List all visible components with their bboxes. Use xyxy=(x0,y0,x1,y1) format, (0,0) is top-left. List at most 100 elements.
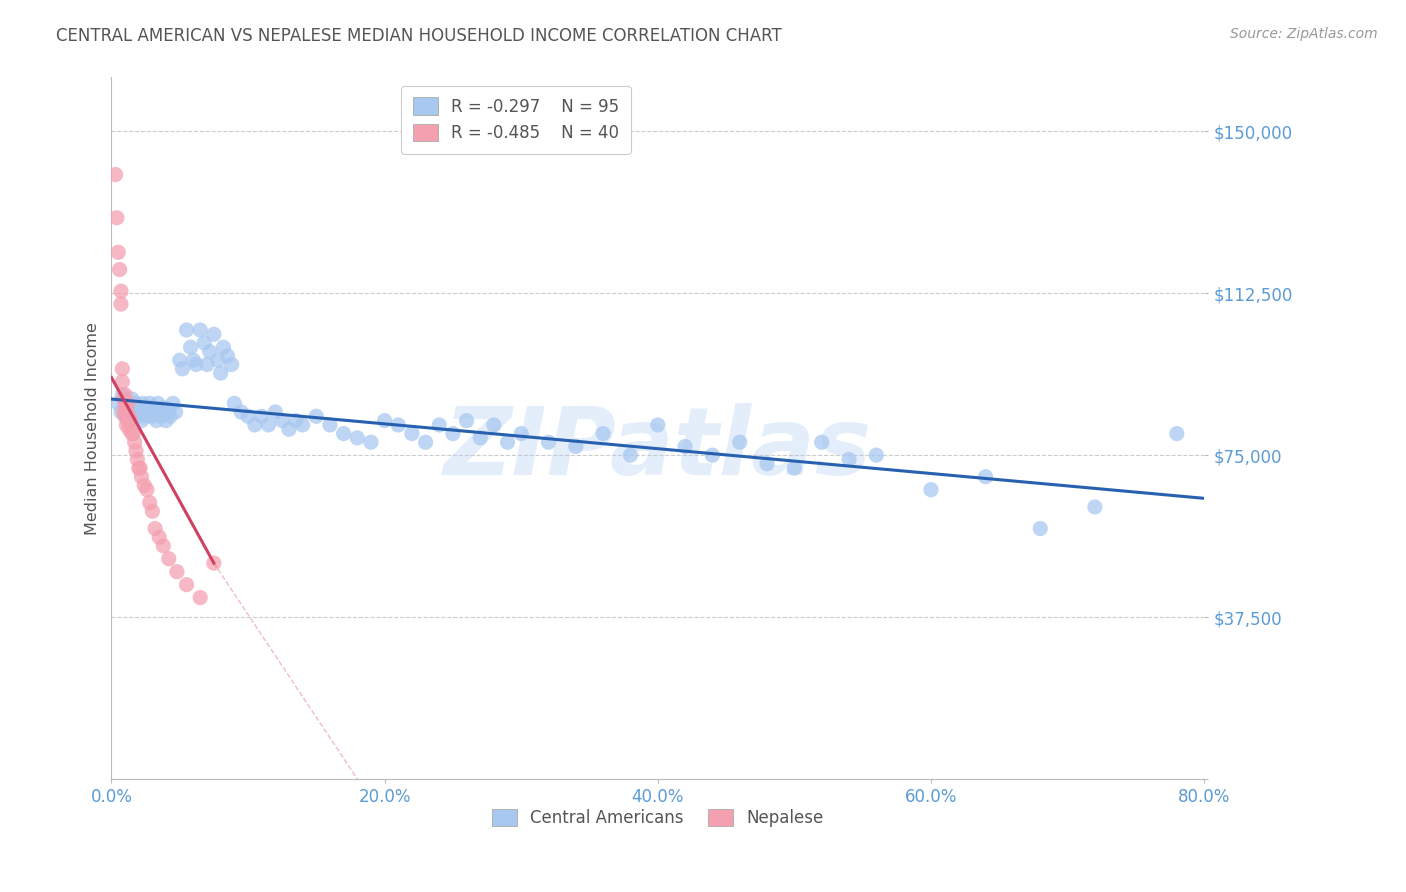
Point xyxy=(136,405,159,419)
Point xyxy=(702,448,724,462)
Point xyxy=(176,323,198,337)
Point xyxy=(198,344,221,359)
Point xyxy=(117,396,139,410)
Point xyxy=(105,211,128,225)
Point xyxy=(284,414,307,428)
Point xyxy=(209,366,232,380)
Point xyxy=(193,335,215,350)
Point xyxy=(565,440,588,454)
Text: CENTRAL AMERICAN VS NEPALESE MEDIAN HOUSEHOLD INCOME CORRELATION CHART: CENTRAL AMERICAN VS NEPALESE MEDIAN HOUS… xyxy=(56,27,782,45)
Point xyxy=(415,435,437,450)
Point xyxy=(1029,522,1052,536)
Point xyxy=(146,396,169,410)
Point xyxy=(145,414,167,428)
Point xyxy=(920,483,942,497)
Point xyxy=(264,405,287,419)
Point xyxy=(162,396,184,410)
Point xyxy=(176,577,198,591)
Point xyxy=(401,426,423,441)
Point xyxy=(132,396,155,410)
Point xyxy=(243,417,266,432)
Point xyxy=(114,388,136,402)
Point xyxy=(138,496,160,510)
Point xyxy=(128,461,150,475)
Point xyxy=(974,469,997,483)
Point xyxy=(129,401,152,415)
Point xyxy=(305,409,328,424)
Point xyxy=(441,426,464,441)
Point xyxy=(188,591,211,605)
Point xyxy=(110,297,132,311)
Point xyxy=(107,396,129,410)
Point xyxy=(374,414,396,428)
Point xyxy=(510,426,533,441)
Point xyxy=(810,435,832,450)
Point xyxy=(188,323,211,337)
Point xyxy=(111,388,134,402)
Point xyxy=(332,426,354,441)
Point xyxy=(131,414,153,428)
Point xyxy=(117,414,139,428)
Point xyxy=(346,431,368,445)
Point xyxy=(212,340,235,354)
Point xyxy=(360,435,382,450)
Point xyxy=(783,461,806,475)
Point xyxy=(1166,426,1188,441)
Point xyxy=(121,409,143,424)
Point xyxy=(141,504,163,518)
Point xyxy=(111,361,134,376)
Point xyxy=(496,435,519,450)
Point xyxy=(118,409,141,424)
Point xyxy=(470,431,492,445)
Point xyxy=(115,417,138,432)
Point xyxy=(148,405,170,419)
Point xyxy=(278,422,301,436)
Point xyxy=(107,245,129,260)
Point xyxy=(169,353,191,368)
Legend: Central Americans, Nepalese: Central Americans, Nepalese xyxy=(485,802,831,834)
Point xyxy=(110,405,132,419)
Point xyxy=(728,435,751,450)
Point xyxy=(236,409,259,424)
Point xyxy=(110,284,132,298)
Point xyxy=(172,361,194,376)
Point xyxy=(231,405,253,419)
Point xyxy=(121,392,143,406)
Point xyxy=(482,417,505,432)
Point xyxy=(148,530,170,544)
Point xyxy=(183,353,205,368)
Point xyxy=(838,452,860,467)
Point xyxy=(143,522,166,536)
Point xyxy=(647,417,669,432)
Point xyxy=(117,401,139,415)
Point xyxy=(537,435,560,450)
Point xyxy=(619,448,641,462)
Point xyxy=(127,452,149,467)
Point xyxy=(250,409,273,424)
Point xyxy=(121,426,143,441)
Point xyxy=(319,417,342,432)
Point xyxy=(217,349,239,363)
Point xyxy=(184,358,207,372)
Point xyxy=(114,409,136,424)
Point xyxy=(114,392,136,406)
Point xyxy=(114,396,136,410)
Point xyxy=(134,478,156,492)
Point xyxy=(202,556,225,570)
Point xyxy=(122,426,145,441)
Point xyxy=(128,405,150,419)
Y-axis label: Median Household Income: Median Household Income xyxy=(86,322,100,534)
Point xyxy=(129,461,152,475)
Point xyxy=(135,409,157,424)
Point xyxy=(141,401,163,415)
Point xyxy=(124,435,146,450)
Point xyxy=(152,401,174,415)
Point xyxy=(207,353,229,368)
Point xyxy=(149,409,172,424)
Point xyxy=(112,405,135,419)
Point xyxy=(166,565,188,579)
Point xyxy=(592,426,614,441)
Point xyxy=(118,422,141,436)
Point xyxy=(865,448,887,462)
Point xyxy=(195,358,218,372)
